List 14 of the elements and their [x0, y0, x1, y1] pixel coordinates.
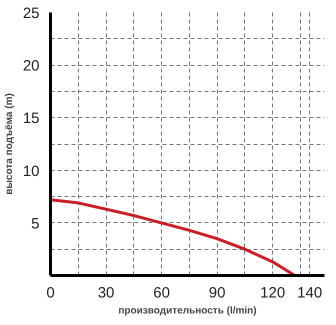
x-tick-label: 30	[98, 284, 114, 302]
y-tick-label: 20	[22, 58, 40, 75]
x-tick-label: 60	[153, 284, 170, 302]
y-tick-label: 25	[22, 5, 40, 22]
x-tick-label: 140	[297, 284, 322, 302]
y-tick-label: 15	[22, 110, 40, 128]
line-series	[50, 198, 296, 276]
x-tick-label: 90	[208, 284, 226, 302]
x-tick-label: 120	[260, 284, 286, 302]
y-tick-label: 10	[22, 162, 40, 180]
y-axis-title: высота подъёма (m)	[4, 93, 15, 195]
x-axis-title: производительность (l/min)	[118, 306, 257, 316]
x-tick-label: 0	[46, 284, 55, 302]
y-tick-label: 5	[31, 215, 40, 232]
